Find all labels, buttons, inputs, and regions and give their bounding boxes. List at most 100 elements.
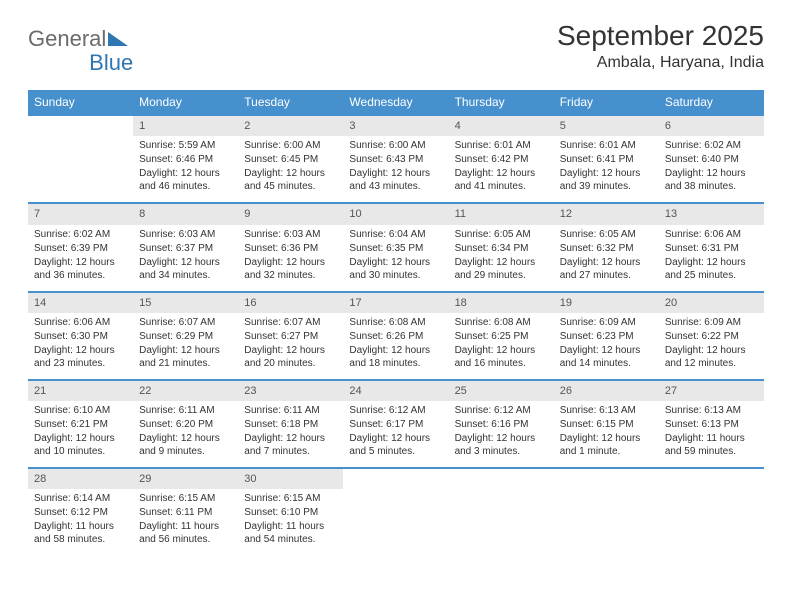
sunset-text: Sunset: 6:32 PM — [560, 242, 653, 255]
day-number: 19 — [554, 292, 659, 313]
day-cell — [449, 489, 554, 555]
sunrise-text: Sunrise: 6:12 AM — [455, 404, 548, 417]
sunrise-text: Sunrise: 6:07 AM — [244, 316, 337, 329]
daylight-text: Daylight: 12 hours and 39 minutes. — [560, 167, 653, 193]
day-number — [449, 468, 554, 489]
daylight-text: Daylight: 12 hours and 43 minutes. — [349, 167, 442, 193]
daynum-row: 78910111213 — [28, 203, 764, 224]
daylight-text: Daylight: 12 hours and 34 minutes. — [139, 256, 232, 282]
sunset-text: Sunset: 6:13 PM — [665, 418, 758, 431]
logo-text-b: Blue — [89, 50, 133, 76]
day-number: 30 — [238, 468, 343, 489]
day-number: 17 — [343, 292, 448, 313]
sunset-text: Sunset: 6:17 PM — [349, 418, 442, 431]
sunrise-text: Sunrise: 6:11 AM — [244, 404, 337, 417]
day-cell: Sunrise: 6:11 AMSunset: 6:18 PMDaylight:… — [238, 401, 343, 468]
day-number: 25 — [449, 380, 554, 401]
day-number: 9 — [238, 203, 343, 224]
day-cell — [659, 489, 764, 555]
day-number — [554, 468, 659, 489]
daylight-text: Daylight: 12 hours and 10 minutes. — [34, 432, 127, 458]
sunset-text: Sunset: 6:35 PM — [349, 242, 442, 255]
sunrise-text: Sunrise: 6:09 AM — [665, 316, 758, 329]
sunrise-text: Sunrise: 6:05 AM — [455, 228, 548, 241]
daylight-text: Daylight: 12 hours and 36 minutes. — [34, 256, 127, 282]
sunrise-text: Sunrise: 6:07 AM — [139, 316, 232, 329]
day-cell: Sunrise: 6:06 AMSunset: 6:30 PMDaylight:… — [28, 313, 133, 380]
sunrise-text: Sunrise: 6:09 AM — [560, 316, 653, 329]
day-cell: Sunrise: 6:03 AMSunset: 6:37 PMDaylight:… — [133, 225, 238, 292]
day-cell — [554, 489, 659, 555]
sunset-text: Sunset: 6:34 PM — [455, 242, 548, 255]
day-cell: Sunrise: 6:01 AMSunset: 6:41 PMDaylight:… — [554, 136, 659, 203]
sunset-text: Sunset: 6:42 PM — [455, 153, 548, 166]
day-cell: Sunrise: 6:12 AMSunset: 6:17 PMDaylight:… — [343, 401, 448, 468]
day-cell: Sunrise: 6:08 AMSunset: 6:26 PMDaylight:… — [343, 313, 448, 380]
daylight-text: Daylight: 12 hours and 16 minutes. — [455, 344, 548, 370]
day-cell: Sunrise: 6:09 AMSunset: 6:22 PMDaylight:… — [659, 313, 764, 380]
day-cell: Sunrise: 6:01 AMSunset: 6:42 PMDaylight:… — [449, 136, 554, 203]
sunset-text: Sunset: 6:27 PM — [244, 330, 337, 343]
day-cell: Sunrise: 5:59 AMSunset: 6:46 PMDaylight:… — [133, 136, 238, 203]
day-number: 23 — [238, 380, 343, 401]
daylight-text: Daylight: 12 hours and 20 minutes. — [244, 344, 337, 370]
sunrise-text: Sunrise: 6:00 AM — [244, 139, 337, 152]
day-number: 18 — [449, 292, 554, 313]
day-number: 6 — [659, 115, 764, 136]
sunrise-text: Sunrise: 6:15 AM — [139, 492, 232, 505]
day-number: 7 — [28, 203, 133, 224]
day-number: 12 — [554, 203, 659, 224]
daylight-text: Daylight: 12 hours and 1 minute. — [560, 432, 653, 458]
sunset-text: Sunset: 6:26 PM — [349, 330, 442, 343]
daylight-text: Daylight: 12 hours and 14 minutes. — [560, 344, 653, 370]
daylight-text: Daylight: 12 hours and 30 minutes. — [349, 256, 442, 282]
day-number: 8 — [133, 203, 238, 224]
day-number: 27 — [659, 380, 764, 401]
day-cell: Sunrise: 6:11 AMSunset: 6:20 PMDaylight:… — [133, 401, 238, 468]
sunset-text: Sunset: 6:25 PM — [455, 330, 548, 343]
daylight-text: Daylight: 12 hours and 46 minutes. — [139, 167, 232, 193]
day-cell: Sunrise: 6:09 AMSunset: 6:23 PMDaylight:… — [554, 313, 659, 380]
daylight-text: Daylight: 12 hours and 38 minutes. — [665, 167, 758, 193]
day-number: 3 — [343, 115, 448, 136]
day-number: 16 — [238, 292, 343, 313]
daynum-row: 14151617181920 — [28, 292, 764, 313]
daylight-text: Daylight: 12 hours and 9 minutes. — [139, 432, 232, 458]
daynum-row: 282930 — [28, 468, 764, 489]
day-number: 14 — [28, 292, 133, 313]
sunset-text: Sunset: 6:39 PM — [34, 242, 127, 255]
location: Ambala, Haryana, India — [557, 54, 764, 72]
sunrise-text: Sunrise: 6:00 AM — [349, 139, 442, 152]
daylight-text: Daylight: 12 hours and 3 minutes. — [455, 432, 548, 458]
day-cell: Sunrise: 6:05 AMSunset: 6:32 PMDaylight:… — [554, 225, 659, 292]
day-cell: Sunrise: 6:08 AMSunset: 6:25 PMDaylight:… — [449, 313, 554, 380]
daylight-text: Daylight: 12 hours and 5 minutes. — [349, 432, 442, 458]
sunrise-text: Sunrise: 6:01 AM — [560, 139, 653, 152]
sunset-text: Sunset: 6:37 PM — [139, 242, 232, 255]
daylight-text: Daylight: 11 hours and 59 minutes. — [665, 432, 758, 458]
sunrise-text: Sunrise: 6:02 AM — [34, 228, 127, 241]
sunset-text: Sunset: 6:30 PM — [34, 330, 127, 343]
day-cell: Sunrise: 6:06 AMSunset: 6:31 PMDaylight:… — [659, 225, 764, 292]
daylight-text: Daylight: 11 hours and 58 minutes. — [34, 520, 127, 546]
sunrise-text: Sunrise: 6:05 AM — [560, 228, 653, 241]
sunrise-text: Sunrise: 5:59 AM — [139, 139, 232, 152]
day-cell: Sunrise: 6:14 AMSunset: 6:12 PMDaylight:… — [28, 489, 133, 555]
day-number — [659, 468, 764, 489]
logo-triangle-icon — [108, 32, 128, 46]
day-number: 29 — [133, 468, 238, 489]
daylight-text: Daylight: 11 hours and 56 minutes. — [139, 520, 232, 546]
content-row: Sunrise: 5:59 AMSunset: 6:46 PMDaylight:… — [28, 136, 764, 203]
day-number: 21 — [28, 380, 133, 401]
day-cell: Sunrise: 6:02 AMSunset: 6:40 PMDaylight:… — [659, 136, 764, 203]
day-cell: Sunrise: 6:02 AMSunset: 6:39 PMDaylight:… — [28, 225, 133, 292]
daylight-text: Daylight: 11 hours and 54 minutes. — [244, 520, 337, 546]
day-cell: Sunrise: 6:12 AMSunset: 6:16 PMDaylight:… — [449, 401, 554, 468]
sunset-text: Sunset: 6:10 PM — [244, 506, 337, 519]
sunset-text: Sunset: 6:15 PM — [560, 418, 653, 431]
daylight-text: Daylight: 12 hours and 21 minutes. — [139, 344, 232, 370]
sunset-text: Sunset: 6:36 PM — [244, 242, 337, 255]
daylight-text: Daylight: 12 hours and 41 minutes. — [455, 167, 548, 193]
daynum-row: 123456 — [28, 115, 764, 136]
day-cell: Sunrise: 6:13 AMSunset: 6:15 PMDaylight:… — [554, 401, 659, 468]
